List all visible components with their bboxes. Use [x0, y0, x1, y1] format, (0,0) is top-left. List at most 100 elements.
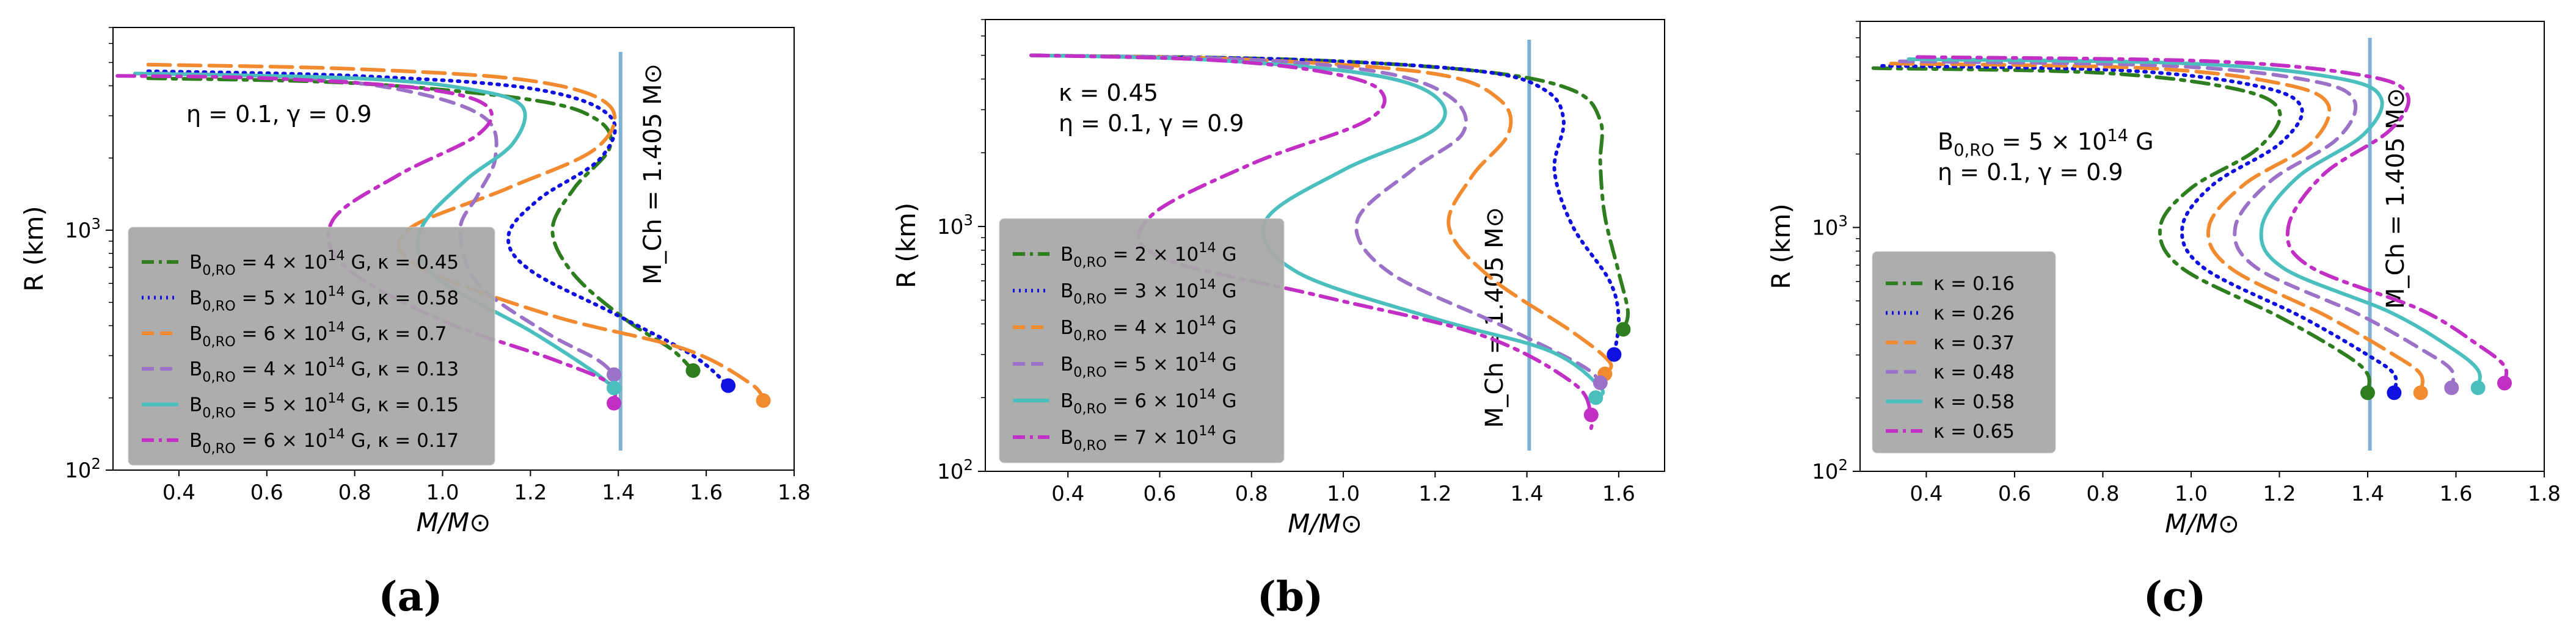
y-tick-label: 103 [65, 215, 101, 243]
curves [1029, 53, 1630, 430]
series-line-2 [1889, 62, 2425, 395]
legend-label-3: κ = 0.48 [1933, 361, 2015, 383]
legend-label-1: B0,RO = 5 × 1014 G, κ = 0.58 [189, 284, 459, 314]
series-line-0 [1871, 66, 2371, 395]
series-endpoint-0 [685, 363, 701, 378]
series-endpoint-2 [756, 393, 771, 408]
x-tick-label: 1.4 [602, 480, 635, 505]
x-tick-label: 0.4 [1910, 482, 1943, 506]
legend-label-0: B0,RO = 4 × 1014 G, κ = 0.45 [189, 248, 459, 278]
x-tick-label: 0.8 [338, 480, 371, 505]
series-line-5 [115, 74, 618, 405]
x-axis-label: M/M⊙ [417, 507, 491, 537]
chart-panel-2: 0.4 0.6 0.8 1.0 1.2 1.4 1.6 1.8 102 103 M/M⊙ R (km)… [1766, 21, 2561, 620]
x-tick-label: 0.4 [1051, 482, 1084, 506]
x-tick-label: 1.2 [1418, 482, 1451, 506]
x-tick-label: 0.8 [2086, 482, 2119, 506]
series-endpoint-3 [607, 367, 622, 382]
x-tick-label: 1.0 [2175, 482, 2208, 506]
curves [1871, 55, 2509, 395]
x-tick-label: 1.6 [1602, 482, 1635, 506]
curves [115, 62, 765, 405]
x-tick-label: 0.4 [162, 480, 195, 505]
series-endpoint-4 [607, 380, 622, 396]
y-axis-label: R (km) [19, 206, 49, 292]
legend-label-5: B0,RO = 6 × 1014 G, κ = 0.17 [189, 426, 459, 457]
x-tick-label: 1.8 [2528, 482, 2561, 506]
series-endpoint-0 [1616, 322, 1631, 337]
legend-label-3: B0,RO = 4 × 1014 G, κ = 0.13 [189, 355, 459, 385]
chandrasekhar-label: M_Ch = 1.405 M⊙ [2382, 88, 2410, 309]
y-axis-label: R (km) [1766, 203, 1796, 289]
series-endpoint-1 [721, 378, 736, 393]
annotation-0: B0,RO = 5 × 1014 G [1938, 126, 2154, 160]
legend-label-4: κ = 0.58 [1933, 391, 2015, 413]
panel-caption: (b) [1257, 573, 1324, 620]
series-endpoint-5 [2497, 375, 2512, 391]
legend: B0,RO = 4 × 1014 G, κ = 0.45 B0,RO = 5 × … [128, 227, 495, 466]
annotation-1: η = 0.1, γ = 0.9 [1938, 159, 2123, 186]
legend-label-3: B0,RO = 5 × 1014 G [1060, 350, 1236, 380]
x-tick-label: 0.6 [1998, 482, 2031, 506]
x-tick-label: 1.4 [2351, 482, 2384, 506]
legend-label-4: B0,RO = 6 × 1014 G [1060, 386, 1236, 417]
legend: κ = 0.16 κ = 0.26 κ = 0.37 κ = 0.48 κ = 0.58… [1872, 251, 2056, 454]
series-endpoint-1 [1607, 347, 1622, 362]
x-axis-label: M/M⊙ [2165, 509, 2239, 538]
series-line-4 [1906, 57, 2482, 390]
legend: B0,RO = 2 × 1014 G B0,RO = 3 × 1014 G B0,R… [999, 218, 1285, 463]
series-endpoint-3 [2444, 380, 2459, 396]
legend-label-0: B0,RO = 2 × 1014 G [1060, 240, 1236, 270]
series-line-3 [1898, 59, 2456, 390]
x-tick-label: 1.2 [514, 480, 547, 505]
series-endpoint-5 [1583, 407, 1599, 422]
x-tick-label: 1.6 [2439, 482, 2472, 506]
x-tick-label: 1.4 [1511, 482, 1544, 506]
series-line-5 [1029, 53, 1594, 430]
annotation-0: κ = 0.45 [1059, 79, 1158, 106]
x-tick-label: 0.8 [1235, 482, 1268, 506]
y-tick-label: 102 [65, 455, 101, 483]
y-axis-label: R (km) [891, 203, 921, 289]
series-line-2 [146, 62, 765, 403]
x-tick-label: 1.0 [426, 480, 459, 505]
legend-label-2: κ = 0.37 [1933, 332, 2015, 354]
legend-label-1: B0,RO = 3 × 1014 G [1060, 277, 1236, 307]
series-endpoint-1 [2387, 385, 2402, 401]
x-tick-label: 1.8 [778, 480, 811, 505]
series-endpoint-5 [607, 396, 622, 411]
series-endpoint-4 [2470, 380, 2486, 396]
plot-frame [112, 27, 795, 471]
legend-label-2: B0,RO = 4 × 1014 G [1060, 313, 1236, 344]
x-axis-label: M/M⊙ [1288, 509, 1362, 538]
legend-label-0: κ = 0.16 [1933, 273, 2015, 295]
plot-frame [985, 19, 1665, 472]
y-tick-label: 102 [1812, 456, 1848, 484]
x-tick-label: 0.6 [250, 480, 283, 505]
x-tick-label: 1.2 [2263, 482, 2296, 506]
legend-label-1: κ = 0.26 [1933, 303, 2015, 325]
y-tick-label: 103 [1812, 212, 1848, 241]
series-line-1 [146, 69, 731, 388]
series-line-1 [1029, 53, 1621, 357]
legend-label-4: B0,RO = 5 × 1014 G, κ = 0.15 [189, 391, 459, 421]
x-tick-label: 0.6 [1143, 482, 1176, 506]
plot-frame [1859, 21, 2545, 472]
series-line-4 [1029, 53, 1605, 400]
series-line-3 [1029, 53, 1602, 385]
series-endpoint-2 [2413, 385, 2428, 401]
panel-caption: (a) [378, 573, 442, 620]
annotation-0: η = 0.1, γ = 0.9 [186, 101, 372, 128]
series-line-4 [133, 71, 616, 390]
panel-caption: (c) [2144, 573, 2206, 620]
series-endpoint-0 [2360, 385, 2375, 401]
series-endpoint-4 [1588, 390, 1604, 405]
chart-panel-0: 0.4 0.6 0.8 1.0 1.2 1.4 1.6 1.8 102 103 M/M⊙ R (km)… [19, 27, 811, 620]
legend-box [999, 218, 1285, 463]
legend-label-5: κ = 0.65 [1933, 421, 2015, 443]
series-endpoint-3 [1593, 375, 1608, 390]
legend-label-5: B0,RO = 7 × 1014 G [1060, 423, 1236, 454]
series-line-5 [1915, 55, 2509, 385]
